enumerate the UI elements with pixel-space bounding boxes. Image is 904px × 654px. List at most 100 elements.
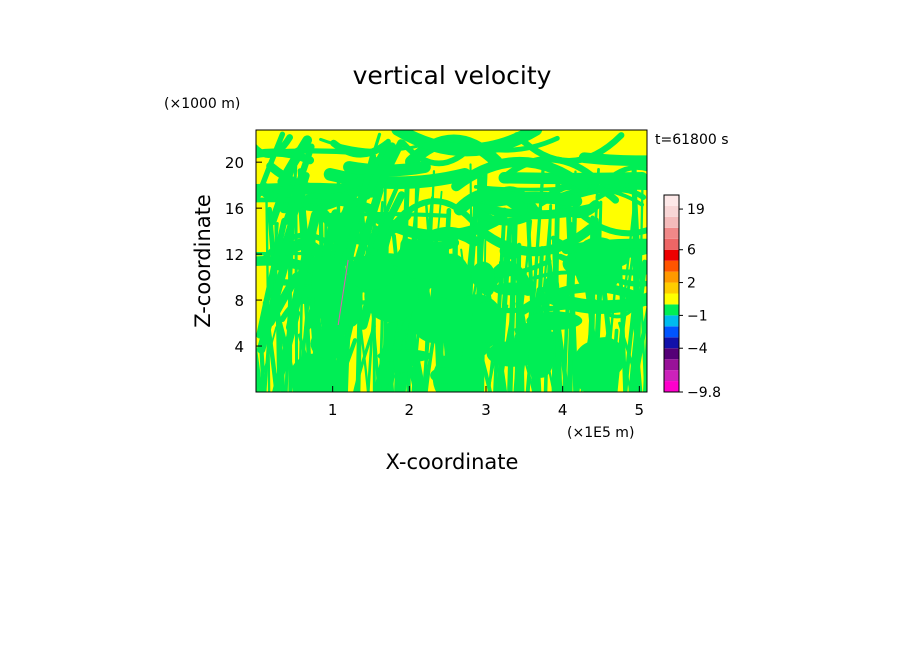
field-blob <box>486 340 540 367</box>
y-multiplier-label: (×1000 m) <box>164 96 240 112</box>
colorbar-label: 6 <box>687 243 696 259</box>
field-strand <box>256 341 263 392</box>
field-strand <box>256 338 259 392</box>
y-tick-label: 8 <box>234 292 244 310</box>
field-blob <box>492 282 532 296</box>
colorbar-band <box>664 282 679 294</box>
field-strand <box>265 183 271 392</box>
contour-field <box>256 130 647 392</box>
field-stripe <box>337 259 349 326</box>
colorbar-label: −9.8 <box>687 385 721 401</box>
colorbar-band <box>664 293 679 305</box>
colorbar-label: 19 <box>687 202 705 218</box>
colorbar-frame <box>663 194 680 393</box>
field-arch <box>391 130 543 157</box>
field-blob <box>410 296 464 344</box>
colorbar-band <box>664 381 679 392</box>
field-blob <box>430 367 460 384</box>
colorbar-band <box>664 315 679 327</box>
colorbar-label: −1 <box>687 308 708 324</box>
x-axis-ticks: 1 2 3 4 5 <box>328 386 644 419</box>
colorbar-band <box>664 271 679 283</box>
field-streak <box>272 309 301 392</box>
y-axis-label: Z-coordinate <box>191 194 215 328</box>
field-arch <box>313 212 451 218</box>
colorbar-band <box>664 370 679 382</box>
field-blob <box>575 237 622 276</box>
colorbar-band <box>664 260 679 272</box>
colorbar-band <box>664 238 679 250</box>
field-blob <box>471 261 495 289</box>
x-tick-label: 4 <box>558 401 568 419</box>
colorbar-label: −4 <box>687 341 708 357</box>
x-tick-label: 1 <box>328 401 338 419</box>
field-arch <box>546 292 647 314</box>
plot-frame <box>255 129 648 393</box>
field-arch <box>323 168 472 190</box>
field-streak <box>277 172 310 262</box>
field-streak <box>256 255 291 354</box>
colorbar-band <box>664 359 679 371</box>
x-multiplier-label: (×1E5 m) <box>567 425 634 441</box>
field-blob <box>471 301 504 344</box>
colorbar-band <box>664 205 679 217</box>
colorbar-band <box>664 195 679 206</box>
field-strand <box>631 304 647 392</box>
colorbar-band <box>664 326 679 338</box>
field-arch <box>568 181 647 200</box>
y-tick-label: 20 <box>225 154 244 172</box>
field-arch <box>578 152 647 167</box>
x-tick-label: 3 <box>481 401 491 419</box>
field-arch <box>256 197 340 205</box>
y-tick-label: 12 <box>225 246 244 264</box>
field-blob <box>320 293 349 343</box>
field-strand <box>514 242 522 392</box>
field-streak <box>362 142 397 200</box>
field-streak <box>283 143 315 225</box>
field-strand <box>256 345 259 392</box>
field-streak <box>372 191 406 250</box>
colorbar-band <box>664 348 679 360</box>
field-streak <box>327 187 360 245</box>
field-streak <box>344 152 377 258</box>
field-arch <box>453 187 528 216</box>
field-strand <box>258 326 278 392</box>
x-axis-label: X-coordinate <box>386 450 519 474</box>
field-blob <box>543 275 560 298</box>
x-tick-label: 2 <box>405 401 415 419</box>
field-blob <box>572 340 618 392</box>
field-arch <box>502 156 596 180</box>
field-blob <box>499 242 523 260</box>
chart-title: vertical velocity <box>353 61 552 90</box>
field-bands <box>256 130 647 392</box>
field-blob <box>289 353 344 392</box>
field-arch <box>451 157 589 192</box>
colorbar-band <box>664 216 679 228</box>
field-arch <box>575 209 647 237</box>
y-axis-ticks: 4 8 12 16 20 <box>225 154 262 356</box>
y-tick-label: 4 <box>234 338 244 356</box>
field-streak <box>265 274 300 327</box>
x-tick-label: 5 <box>635 401 645 419</box>
field-arch <box>417 227 480 247</box>
y-tick-label: 16 <box>225 200 244 218</box>
colorbar-band <box>664 249 679 261</box>
field-blob <box>393 350 414 373</box>
field-streak <box>256 217 288 339</box>
field-streak <box>277 135 313 187</box>
time-label: t=61800 s <box>655 132 729 148</box>
field-blob <box>528 336 554 378</box>
field-arch <box>472 207 543 226</box>
field-arch <box>595 186 647 200</box>
field-strand <box>643 314 647 392</box>
colorbar-label: 2 <box>687 276 696 292</box>
colorbar: 19 6 2 −1 −4 −9.8 <box>663 194 721 401</box>
colorbar-band <box>664 304 679 316</box>
field-blob <box>395 239 451 280</box>
field-strand <box>507 212 518 392</box>
colorbar-band <box>664 337 679 349</box>
field-blob <box>347 255 396 290</box>
field-arch <box>473 223 596 257</box>
field-streak <box>256 131 286 201</box>
